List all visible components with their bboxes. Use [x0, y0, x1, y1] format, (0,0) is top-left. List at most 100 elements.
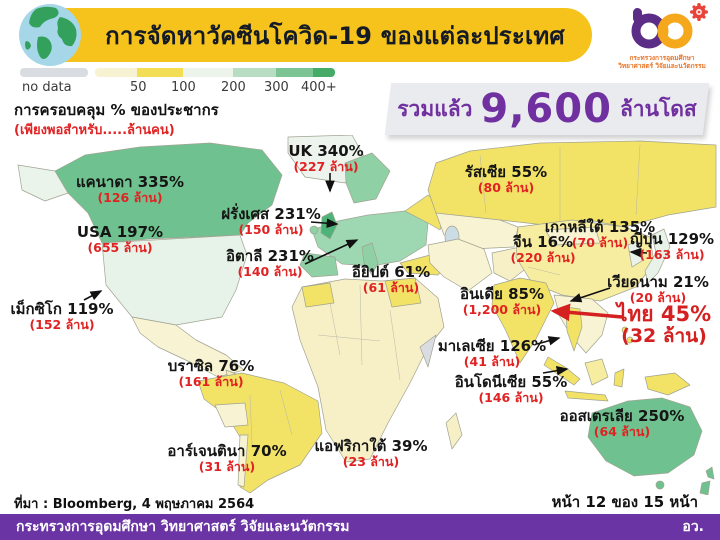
- country-ireland: [309, 225, 319, 235]
- arrow-japan: [629, 247, 648, 258]
- continent-south-america: [197, 372, 323, 494]
- country-label-italy-doses: (140 ล้าน): [237, 264, 303, 280]
- country-label-vietnam: เวียดนาม 21% (20 ล้าน): [607, 273, 709, 306]
- country-label-australia-doses: (64 ล้าน): [593, 424, 651, 440]
- scale-segment-4: [233, 68, 276, 77]
- scale-segment-6: [313, 68, 335, 77]
- arrow-vietnam: [569, 287, 611, 303]
- region-iberia: [299, 252, 339, 278]
- country-label-south-korea-name: เกาหลีใต้ 135%: [544, 218, 656, 236]
- island-sulawesi: [613, 368, 625, 388]
- country-label-france: ฝรั่งเศส 231% (150 ล้าน): [221, 205, 321, 238]
- country-label-india: อินเดีย 85% (1,200 ล้าน): [459, 285, 545, 318]
- page-title: การจัดหาวัคซีนโควิด-19 ของแต่ละประเทศ: [105, 21, 565, 50]
- color-scale: [20, 68, 335, 77]
- country-label-russia-name: รัสเซีย 55%: [464, 163, 548, 181]
- arrow-indonesia: [542, 365, 569, 376]
- country-label-mexico-doses: (152 ล้าน): [29, 317, 95, 333]
- country-label-argentina: อาร์เจนตินา 70% (31 ล้าน): [167, 442, 287, 475]
- country-label-egypt-doses: (61 ล้าน): [362, 280, 420, 296]
- atom-emblem-icon: [690, 3, 708, 21]
- country-label-usa-name: USA 197%: [76, 223, 164, 241]
- globe-icon: [19, 4, 81, 66]
- country-label-italy: อิตาลี 231% (140 ล้าน): [226, 247, 314, 280]
- island-java: [564, 390, 609, 402]
- badge-suffix: ล้านโดส: [619, 96, 697, 121]
- region-andes: [214, 402, 249, 428]
- country-label-australia-name: ออสเตรเลีย 250%: [559, 407, 685, 425]
- country-chile: [237, 434, 249, 488]
- country-philippines-2: [626, 336, 634, 344]
- footer-ministry-abbrev: อว.: [682, 519, 704, 535]
- country-label-thailand-name: ไทย 45%: [616, 302, 712, 326]
- country-label-thailand: ไทย 45% (32 ล้าน): [617, 302, 711, 348]
- arrow-mexico: [83, 290, 103, 301]
- country-label-mexico: เม็กซิโก 119% (152 ล้าน): [10, 300, 114, 333]
- island-tasmania: [655, 480, 665, 490]
- country-label-usa: USA 197% (655 ล้าน): [76, 223, 164, 256]
- region-middle-east: [427, 238, 493, 292]
- world-map: [17, 135, 717, 495]
- scale-tick-50: 50: [130, 80, 147, 95]
- country-label-argentina-name: อาร์เจนตินา 70%: [167, 442, 287, 460]
- country-label-china-doses: (220 ล้าน): [510, 250, 576, 266]
- scale-segment-1: [95, 68, 137, 77]
- country-label-japan-doses: (163 ล้าน): [639, 247, 705, 263]
- country-label-uk: UK 340% (227 ล้าน): [288, 142, 364, 175]
- scale-tick-300: 300: [264, 80, 289, 95]
- country-label-malaysia-name: มาเลเซีย 126%: [437, 337, 547, 355]
- footer-bar: กระทรวงการอุดมศึกษา วิทยาศาสตร์ วิจัยและ…: [0, 514, 720, 540]
- scale-segment-nodata: [20, 68, 88, 77]
- country-label-south-korea-doses: (70 ล้าน): [571, 235, 629, 251]
- country-label-indonesia-name: อินโดนีเซีย 55%: [454, 373, 568, 391]
- country-label-uk-name: UK 340%: [288, 142, 364, 160]
- country-new-zealand: [699, 466, 715, 495]
- country-label-egypt-name: อียิปต์ 61%: [351, 263, 431, 281]
- badge-value: 9,600: [480, 86, 612, 132]
- island-new-guinea: [644, 372, 691, 396]
- country-china: [515, 219, 655, 302]
- country-label-malaysia-doses: (41 ล้าน): [463, 354, 521, 370]
- country-label-russia: รัสเซีย 55% (80 ล้าน): [464, 163, 548, 196]
- scale-label-nodata: no data: [22, 80, 72, 95]
- page-number: หน้า 12 ของ 15 หน้า: [551, 493, 698, 511]
- region-horn-of-africa: [419, 334, 437, 368]
- scale-segment-2: [137, 68, 183, 77]
- country-label-uk-doses: (227 ล้าน): [293, 159, 359, 175]
- country-label-china-name: จีน 16%: [512, 233, 574, 251]
- country-india: [491, 277, 555, 364]
- country-label-france-doses: (150 ล้าน): [238, 222, 304, 238]
- scale-tick-400: 400+: [301, 80, 337, 95]
- arrow-malaysia: [536, 336, 561, 346]
- country-label-japan: ญี่ปุ่น 129% (163 ล้าน): [629, 230, 715, 263]
- island-borneo: [584, 358, 609, 386]
- country-label-south-korea: เกาหลีใต้ 135% (70 ล้าน): [544, 218, 656, 251]
- country-label-russia-doses: (80 ล้าน): [477, 180, 535, 196]
- country-label-france-name: ฝรั่งเศส 231%: [221, 205, 321, 223]
- arrow-france: [310, 218, 339, 228]
- scale-tick-100: 100: [171, 80, 196, 95]
- region-scandinavia: [344, 152, 391, 204]
- country-label-india-name: อินเดีย 85%: [459, 285, 545, 303]
- country-label-brazil: บราซิล 76% (161 ล้าน): [168, 357, 255, 390]
- coverage-title: การครอบคลุม % ของประชากร: [14, 101, 219, 119]
- arrow-thailand: [550, 303, 623, 322]
- country-japan: [644, 228, 671, 284]
- country-italy: [361, 242, 379, 276]
- country-label-vietnam-name: เวียดนาม 21%: [607, 273, 709, 291]
- country-label-south-africa-name: แอฟริกาใต้ 39%: [314, 437, 428, 455]
- scale-segment-3: [183, 68, 233, 77]
- country-mongolia: [544, 226, 601, 246]
- country-label-japan-name: ญี่ปุ่น 129%: [629, 230, 715, 248]
- country-alaska: [17, 164, 69, 202]
- country-label-canada-name: แคนาดา 335%: [75, 173, 185, 191]
- country-label-mexico-name: เม็กซิโก 119%: [10, 300, 114, 318]
- country-label-egypt: อียิปต์ 61% (61 ล้าน): [351, 263, 431, 296]
- country-label-china: จีน 16% (220 ล้าน): [510, 233, 576, 266]
- country-label-usa-doses: (655 ล้าน): [87, 240, 153, 256]
- annotation-arrows: [83, 173, 648, 376]
- country-label-italy-name: อิตาลี 231%: [226, 247, 314, 265]
- logo-text-line2: วิทยาศาสตร์ วิจัยและนวัตกรรม: [618, 62, 706, 71]
- country-label-south-africa: แอฟริกาใต้ 39% (23 ล้าน): [314, 437, 428, 470]
